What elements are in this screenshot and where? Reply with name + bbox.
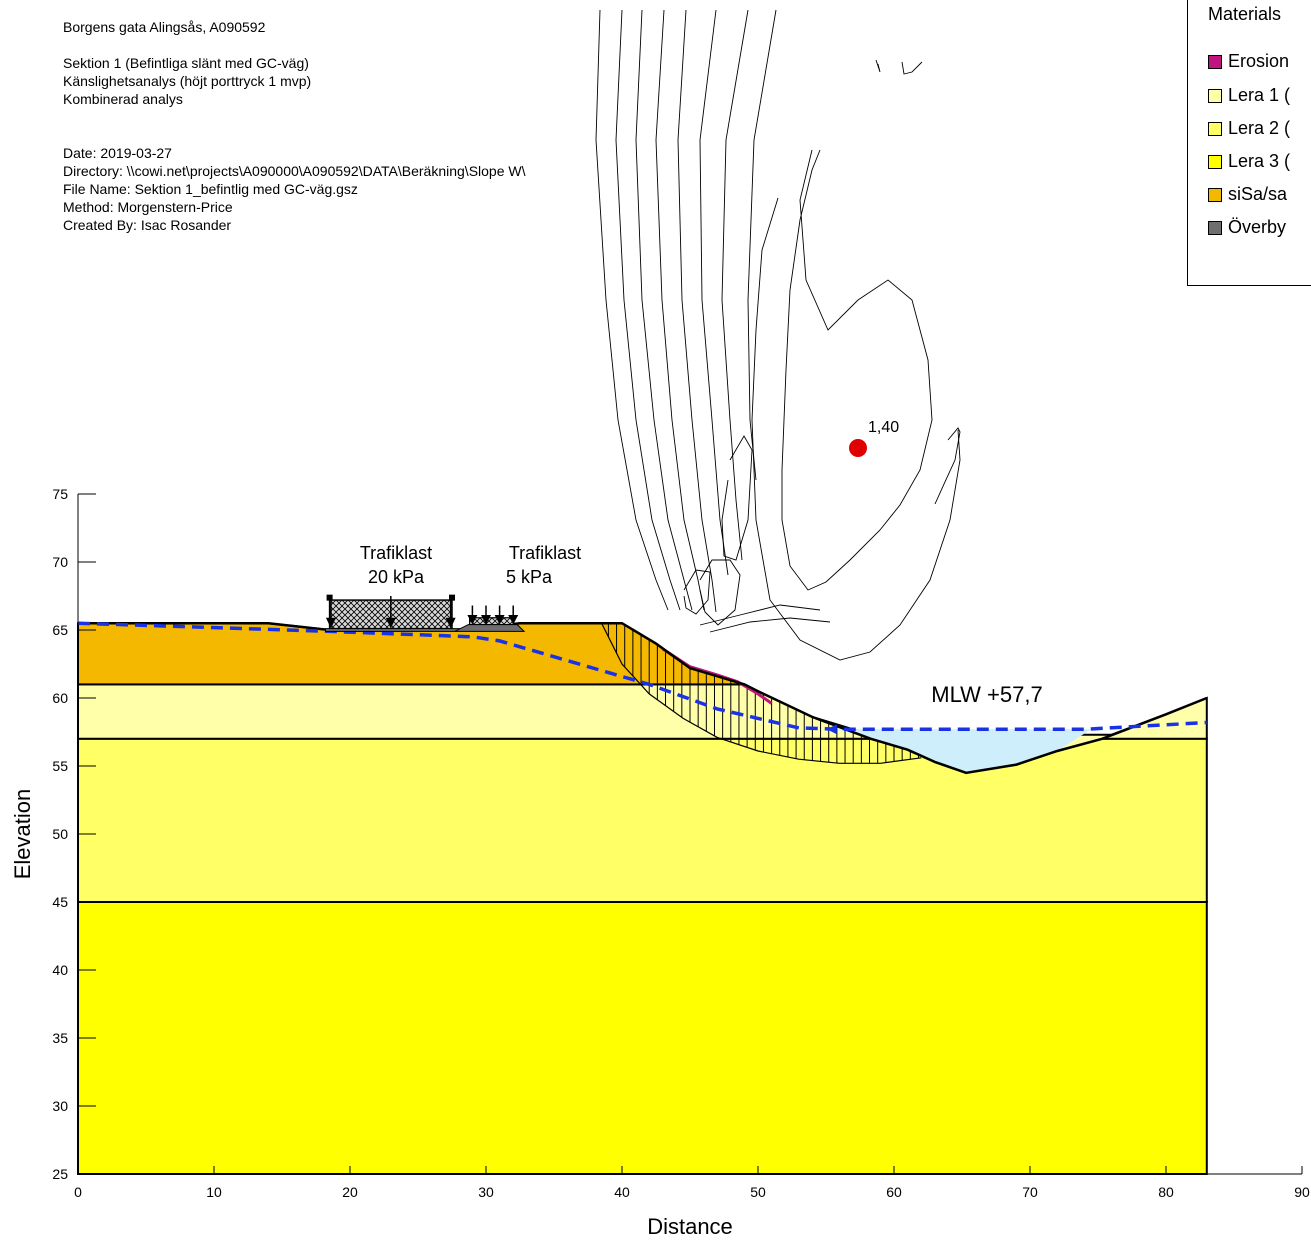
x-tick-label: 90	[1294, 1184, 1310, 1200]
fos-contour	[875, 59, 881, 73]
date-text: Date: 2019-03-27	[63, 145, 172, 161]
traffic-load-5kpa	[469, 617, 514, 626]
legend-title: Materials	[1208, 4, 1282, 24]
road-structure	[454, 624, 526, 632]
load-anchor	[449, 594, 455, 601]
fos-contour	[677, 9, 717, 613]
legend-swatch	[1208, 55, 1222, 70]
fos-contour	[635, 9, 693, 611]
water-body	[832, 729, 1092, 773]
directory-text: Directory: \\cowi.net\projects\A090000\A…	[63, 163, 526, 179]
legend-item-lera3: Lera 3 (	[1208, 151, 1290, 173]
x-tick-label: 20	[342, 1184, 358, 1200]
fos-contour	[655, 9, 705, 611]
x-tick-label: 0	[74, 1184, 82, 1200]
x-tick-label: 30	[478, 1184, 494, 1200]
analysis-type: Kombinerad analys	[63, 91, 183, 107]
y-tick-label: 40	[52, 962, 68, 978]
fos-contour	[699, 604, 821, 626]
load-arrowhead	[445, 617, 456, 629]
load-label-5kpa-title: Trafiklast	[509, 543, 581, 563]
legend-swatch	[1208, 188, 1222, 203]
fos-contour	[615, 9, 681, 611]
analysis-title: Känslighetsanalys (höjt porttryck 1 mvp)	[63, 73, 312, 89]
y-tick-label: 60	[52, 690, 68, 706]
fos-contour	[751, 197, 961, 661]
x-tick-label: 80	[1158, 1184, 1174, 1200]
fos-contour	[683, 569, 711, 615]
critical-center-point	[849, 439, 867, 457]
layer-lera-3-	[77, 901, 1208, 1175]
y-tick-label: 50	[52, 826, 68, 842]
y-tick-label: 55	[52, 758, 68, 774]
y-tick-label: 65	[52, 622, 68, 638]
load-label-20kpa-title: Trafiklast	[360, 543, 432, 563]
created-by-text: Created By: Isac Rosander	[63, 217, 232, 233]
legend-swatch	[1208, 122, 1222, 137]
factor-of-safety-label: 1,40	[868, 419, 899, 436]
y-tick-label: 30	[52, 1098, 68, 1114]
legend-item-lera2: Lera 2 (	[1208, 118, 1290, 140]
section-title: Sektion 1 (Befintliga slänt med GC-väg)	[63, 55, 309, 71]
project-title: Borgens gata Alingsås, A090592	[63, 19, 266, 35]
legend-swatch	[1208, 155, 1222, 170]
x-tick-label: 40	[614, 1184, 630, 1200]
road-structure	[325, 628, 462, 632]
x-axis-label: Distance	[647, 1214, 733, 1239]
layer-sisa-sa	[77, 622, 745, 686]
y-tick-label: 25	[52, 1166, 68, 1182]
x-tick-label: 60	[886, 1184, 902, 1200]
fos-contour	[901, 61, 923, 75]
legend-item-lera1: Lera 1 (	[1208, 85, 1290, 107]
x-tick-label: 50	[750, 1184, 766, 1200]
load-arrowhead	[467, 615, 478, 625]
analysis-info: Borgens gata Alingsås, A090592 Sektion 1…	[63, 18, 526, 234]
legend-item-erosion: Erosion	[1208, 51, 1289, 73]
piezometric-line	[77, 621, 1207, 732]
load-label-5kpa-value: 5 kPa	[506, 567, 553, 587]
water-level-label: MLW +57,7	[931, 682, 1042, 707]
materials-legend: Materials Erosion Lera 1 ( Lera 2 ( Lera…	[1187, 0, 1311, 286]
y-tick-label: 35	[52, 1030, 68, 1046]
fos-contour	[709, 617, 831, 633]
legend-swatch	[1208, 89, 1222, 104]
y-axis-label: Elevation	[10, 789, 35, 880]
y-tick-label: 45	[52, 894, 68, 910]
fos-contour	[747, 9, 777, 481]
legend-swatch	[1208, 221, 1222, 236]
fos-contour	[699, 9, 729, 576]
load-arrowhead	[481, 615, 491, 625]
fos-contour	[781, 149, 933, 591]
load-arrowhead	[494, 615, 505, 625]
load-anchor	[326, 594, 333, 601]
load-label-20kpa-value: 20 kPa	[368, 567, 425, 587]
y-tick-label: 70	[52, 554, 68, 570]
x-tick-label: 70	[1022, 1184, 1038, 1200]
load-arrowhead	[325, 617, 336, 629]
x-tick-label: 10	[206, 1184, 222, 1200]
fos-contour	[934, 427, 961, 505]
fos-contour	[699, 559, 741, 626]
y-tick-label: 75	[52, 486, 68, 502]
fos-contour	[721, 435, 753, 561]
method-text: Method: Morgenstern-Price	[63, 199, 233, 215]
fos-contour	[721, 9, 749, 561]
file-name-text: File Name: Sektion 1_befintlig med GC-vä…	[63, 181, 358, 197]
load-arrowhead	[385, 617, 396, 629]
legend-item-overbyggnad: Överby	[1208, 217, 1286, 239]
water-level-marker	[826, 724, 837, 735]
slip-surface	[601, 622, 922, 764]
legend-item-sisa: siSa/sa	[1208, 184, 1287, 206]
fos-contour	[595, 9, 669, 611]
load-arrowhead	[508, 615, 519, 625]
layer-lera-2-	[77, 737, 1208, 903]
